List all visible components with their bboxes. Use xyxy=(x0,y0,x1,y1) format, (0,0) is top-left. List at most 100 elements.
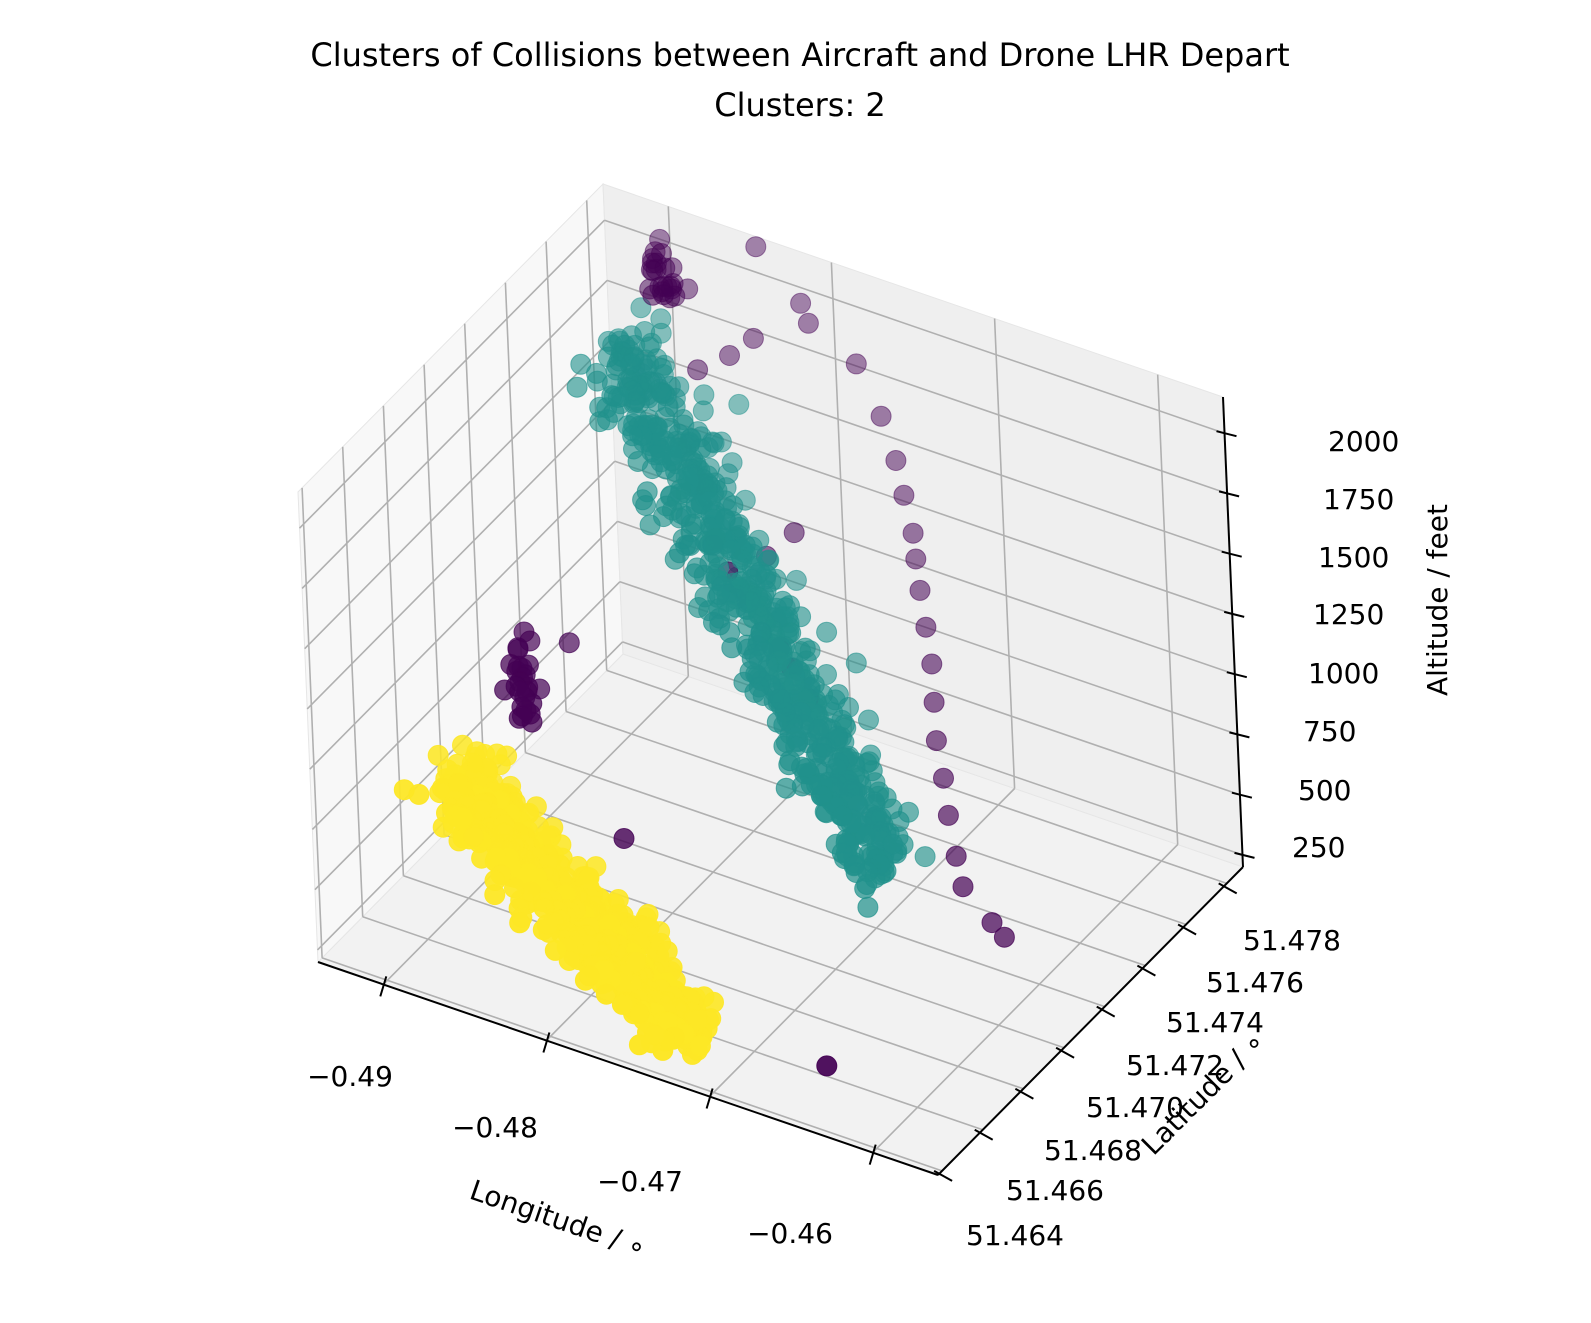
y-tick xyxy=(1014,1087,1034,1100)
data-point xyxy=(870,405,892,427)
data-point xyxy=(766,711,788,733)
data-point xyxy=(500,654,522,675)
data-point xyxy=(692,400,714,422)
data-point xyxy=(933,767,954,789)
grid-line xyxy=(403,875,1024,1090)
data-point xyxy=(791,775,813,797)
data-point xyxy=(463,826,485,847)
grid-line xyxy=(1156,374,1179,845)
grid-line xyxy=(301,487,323,958)
data-point xyxy=(670,478,692,500)
data-point xyxy=(702,534,724,556)
grid-line xyxy=(321,957,943,1172)
data-point xyxy=(831,805,853,827)
data-point xyxy=(790,292,812,314)
data-point xyxy=(509,912,531,934)
z-tick-label: 750 xyxy=(1303,715,1356,748)
grid-line xyxy=(298,219,606,529)
data-point xyxy=(745,236,767,258)
data-point xyxy=(812,742,834,764)
data-point xyxy=(952,876,974,898)
data-point xyxy=(504,877,525,899)
data-point xyxy=(632,489,654,511)
data-points xyxy=(393,228,1015,1077)
data-point xyxy=(785,569,807,591)
y-tick-label: 51.464 xyxy=(966,1219,1064,1252)
z-tick-label: 1750 xyxy=(1323,483,1394,516)
z-tick-label: 1250 xyxy=(1313,598,1384,631)
y-tick-label: 51.474 xyxy=(1166,1006,1264,1039)
grid-line xyxy=(606,279,1228,495)
data-point xyxy=(783,522,805,544)
y-tick xyxy=(1096,1005,1116,1018)
data-point xyxy=(427,744,449,766)
z-tick-label: 2000 xyxy=(1328,425,1399,458)
x-tick xyxy=(542,1032,551,1053)
data-point xyxy=(769,688,791,710)
data-point xyxy=(783,673,805,695)
data-point xyxy=(816,621,838,643)
grid-line xyxy=(545,241,567,712)
z-tick-label: 250 xyxy=(1292,831,1345,864)
x-tick xyxy=(705,1088,714,1109)
data-point xyxy=(558,632,580,654)
data-point xyxy=(644,1024,665,1046)
data-point xyxy=(794,637,816,659)
data-point xyxy=(601,385,623,407)
data-point xyxy=(578,965,600,987)
data-point xyxy=(816,1055,838,1077)
z-tick xyxy=(1229,731,1250,739)
data-point xyxy=(597,346,619,368)
data-point xyxy=(656,940,678,962)
grid-line xyxy=(993,318,1016,789)
data-point xyxy=(858,709,879,731)
grid-line xyxy=(304,340,611,650)
data-point xyxy=(797,312,819,334)
x-tick-label: −0.47 xyxy=(597,1165,683,1198)
data-point xyxy=(719,345,740,366)
data-point xyxy=(845,862,867,883)
data-point xyxy=(845,353,867,375)
grid-line xyxy=(709,787,1016,1098)
grid-line xyxy=(606,669,1227,885)
data-point xyxy=(721,637,743,659)
data-point xyxy=(627,451,649,472)
data-point xyxy=(915,616,937,638)
z-tick xyxy=(1218,490,1240,498)
y-tick-label: 51.478 xyxy=(1243,924,1341,957)
z-tick-label: 1500 xyxy=(1318,541,1389,574)
data-point xyxy=(750,622,772,644)
data-point xyxy=(536,914,558,936)
data-point xyxy=(586,362,607,384)
data-point xyxy=(625,951,647,973)
data-point xyxy=(923,691,945,713)
z-tick xyxy=(1234,851,1255,859)
z-tick xyxy=(1226,671,1248,679)
z-axis-line xyxy=(1222,396,1244,868)
y-tick-label: 51.468 xyxy=(1044,1134,1142,1167)
y-axis-line xyxy=(937,866,1244,1176)
data-point xyxy=(937,804,959,826)
chart-subtitle: Clusters: 2 xyxy=(714,86,886,124)
data-point xyxy=(795,758,817,779)
data-point xyxy=(669,542,690,564)
data-point xyxy=(639,514,661,536)
y-tick xyxy=(1055,1046,1075,1059)
z-tick-label: 500 xyxy=(1298,774,1351,807)
z-tick xyxy=(1223,610,1245,618)
data-point xyxy=(642,284,664,306)
x-axis-line xyxy=(317,961,939,1176)
data-point xyxy=(589,411,611,433)
data-point xyxy=(905,548,927,570)
x-tick-label: −0.46 xyxy=(747,1217,833,1250)
data-point xyxy=(744,682,766,703)
data-point xyxy=(925,730,947,752)
data-point xyxy=(845,652,867,674)
y-tick xyxy=(1218,882,1238,895)
y-tick-label: 51.476 xyxy=(1206,966,1304,999)
grid-line xyxy=(301,279,608,589)
z-tick xyxy=(1231,791,1253,799)
data-point xyxy=(613,828,635,849)
z-tick xyxy=(1216,430,1237,438)
